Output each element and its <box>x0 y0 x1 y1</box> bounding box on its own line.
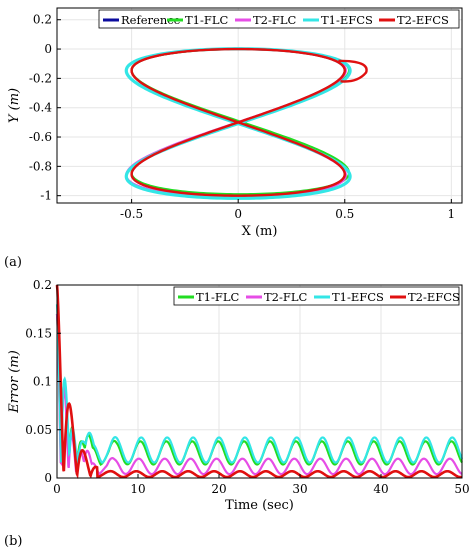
trajectory-x-tick-label: 1 <box>448 207 456 221</box>
error-plot: 0 10 20 30 40 50 0.2 0.15 0.1 0.05 0 Time (sec) Er… <box>4 278 470 549</box>
error-y-tick-label: 0 <box>44 471 52 485</box>
error-y-tick-label: 0.05 <box>25 423 52 437</box>
error-ticks: 0 10 20 30 40 50 0.2 0.15 0.1 0.05 0 <box>25 278 469 496</box>
error-y-tick-label: 0.2 <box>33 278 52 292</box>
trajectory-y-tick-label: -0.6 <box>29 130 52 144</box>
error-x-tick-label: 40 <box>373 482 388 496</box>
panel-label-b: (b) <box>4 534 22 549</box>
trajectory-x-tick-label: 0 <box>234 207 242 221</box>
trajectory-y-tick-label: -0.4 <box>29 101 53 115</box>
error-line-t1-flc <box>55 313 463 466</box>
trajectory-plot: -0.5 0 0.5 1 0.2 0 -0.2 -0.4 -0.6 -0.8 -1 X (m) Y … <box>4 7 463 270</box>
error-x-axis-label: Time (sec) <box>225 498 294 513</box>
trajectory-x-axis-label: X (m) <box>242 224 278 239</box>
error-grid <box>56 284 463 479</box>
error-y-tick-label: 0.1 <box>33 375 52 389</box>
trajectory-legend-box <box>98 9 460 29</box>
error-x-tick-label: 50 <box>454 482 469 496</box>
error-line-t2-efcs <box>55 284 463 480</box>
trajectory-line-t2-efcs <box>130 47 346 197</box>
error-x-tick-label: 0 <box>53 482 61 496</box>
trajectory-legend: Reference T1-FLC T2-FLC T1-EFCS T2-EFCS <box>98 9 460 29</box>
trajectory-legend-label: T1-EFCS <box>321 13 373 27</box>
trajectory-y-tick-label: -0.2 <box>29 71 52 85</box>
error-x-tick-label: 10 <box>130 482 145 496</box>
error-legend-label: T2-EFCS <box>408 290 460 304</box>
error-y-axis-label: Error (m) <box>7 350 22 414</box>
trajectory-legend-label: Reference <box>121 13 181 27</box>
trajectory-y-tick-label: -1 <box>40 189 52 203</box>
trajectory-ticks: -0.5 0 0.5 1 0.2 0 -0.2 -0.4 -0.6 -0.8 -1 <box>29 13 455 221</box>
trajectory-y-tick-label: 0.2 <box>33 13 52 27</box>
trajectory-y-axis-label: Y (m) <box>7 88 22 123</box>
error-line-t2-flc <box>55 313 463 476</box>
error-legend-label: T1-EFCS <box>332 290 384 304</box>
trajectory-legend-label: T2-FLC <box>253 13 296 27</box>
trajectory-series <box>124 47 368 200</box>
trajectory-x-tick-label: -0.5 <box>120 207 143 221</box>
trajectory-transient-t2-efcs <box>338 59 368 83</box>
trajectory-legend-label: T1-FLC <box>185 13 228 27</box>
trajectory-grid <box>57 8 462 203</box>
error-line-t1-efcs <box>55 304 464 467</box>
trajectory-x-tick-label: 0.5 <box>335 207 354 221</box>
error-legend-label: T2-FLC <box>264 290 307 304</box>
error-series <box>55 284 464 480</box>
error-y-tick-label: 0.15 <box>25 326 52 340</box>
error-x-tick-label: 20 <box>211 482 226 496</box>
trajectory-plot-frame <box>56 7 463 204</box>
trajectory-y-tick-label: -0.8 <box>29 159 52 173</box>
trajectory-legend-label: T2-EFCS <box>397 13 449 27</box>
error-legend: T1-FLC T2-FLC T1-EFCS T2-EFCS <box>173 286 460 306</box>
trajectory-line-t1-efcs <box>124 47 352 200</box>
panel-label-a: (a) <box>4 255 22 270</box>
trajectory-y-tick-label: 0 <box>44 42 52 56</box>
error-x-tick-label: 30 <box>292 482 307 496</box>
error-legend-label: T1-FLC <box>196 290 239 304</box>
